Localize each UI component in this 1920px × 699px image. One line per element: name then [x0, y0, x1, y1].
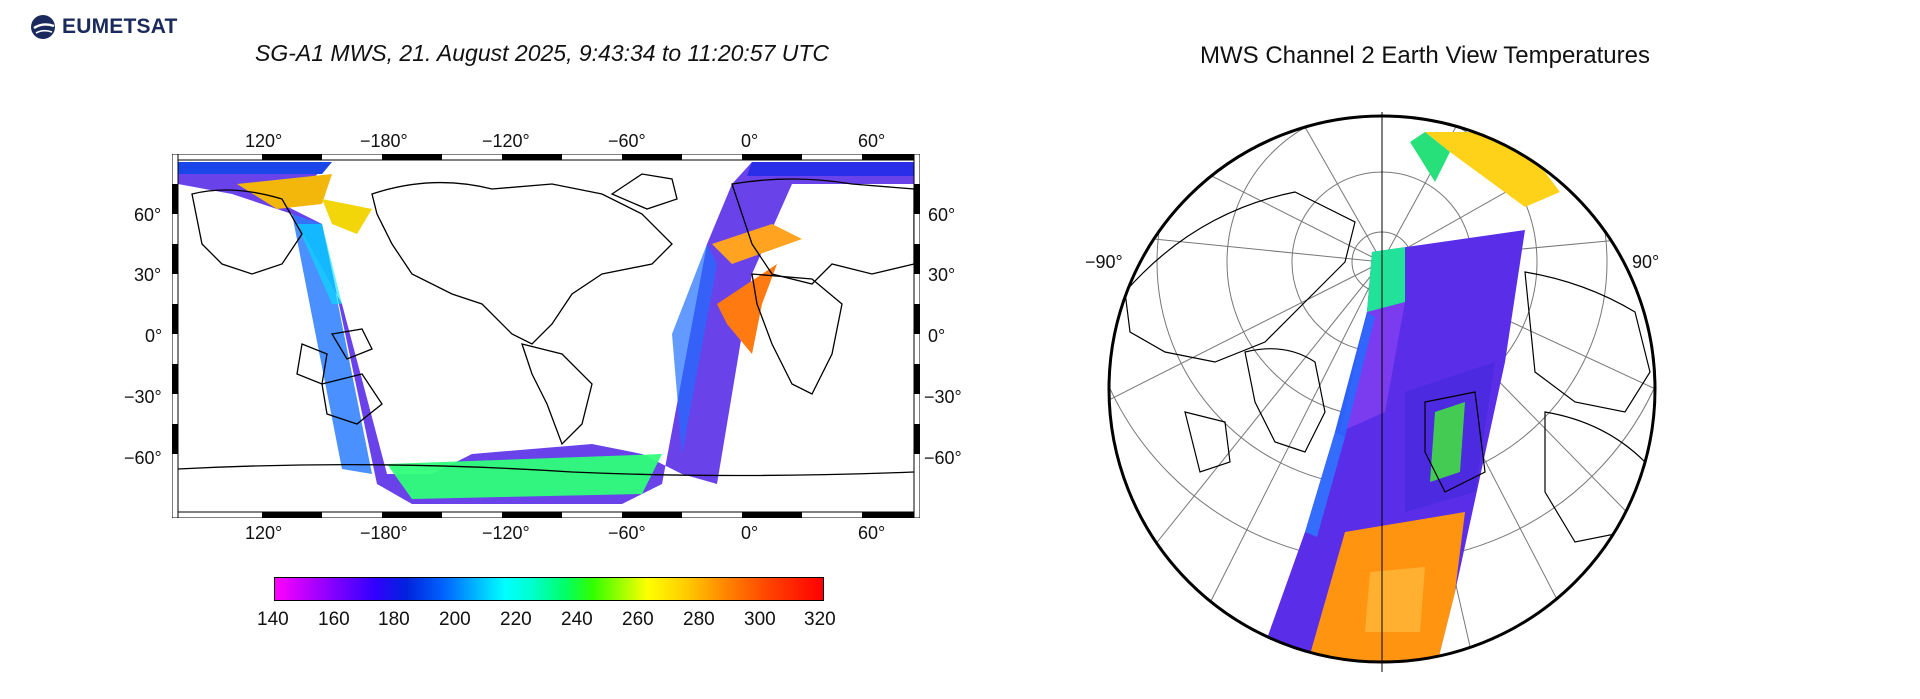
lon-tick-bottom: −60° [608, 523, 646, 543]
lat-tick-right: 30° [928, 265, 956, 285]
polar-swath [1255, 132, 1560, 662]
right-panel-title: MWS Channel 2 Earth View Temperatures [1200, 42, 1650, 69]
lon-tick-bottom: 0° [741, 523, 759, 543]
lat-tick-right: 60° [928, 205, 956, 225]
polar-map [1105, 110, 1665, 672]
lon-tick-bottom: 120° [245, 523, 283, 543]
lon-tick-bottom: −120° [482, 523, 530, 543]
colorbar-label: 300 [744, 609, 776, 630]
colorbar-label: 280 [683, 609, 715, 630]
colorbar-label: 320 [804, 609, 836, 630]
lat-tick-right: −30° [924, 387, 962, 407]
swath-group [178, 162, 914, 504]
left-panel-title: SG-A1 MWS, 21. August 2025, 9:43:34 to 1… [255, 40, 830, 66]
lat-tick-right: 0° [928, 326, 946, 346]
lat-tick-left: 0° [145, 326, 163, 346]
eumetsat-globe-icon [31, 15, 55, 39]
polar-coastlines [1124, 191, 1651, 543]
lat-tick-left: −30° [124, 387, 162, 407]
eumetsat-logo: EUMETSAT [30, 14, 178, 40]
lon-tick-top: −180° [360, 131, 408, 151]
lat-tick-right: −60° [924, 448, 962, 468]
lon-tick-top: 120° [245, 131, 283, 151]
lon-tick-top: −60° [608, 131, 646, 151]
lon-tick-top: 0° [741, 131, 759, 151]
lon-tick-top: −120° [482, 131, 530, 151]
colorbar-label: 200 [439, 609, 471, 630]
coastlines [177, 173, 915, 477]
polar-label-west: −90° [1085, 252, 1123, 272]
lat-tick-left: 30° [134, 265, 162, 285]
colorbar-label: 160 [318, 609, 350, 630]
lon-tick-top: 60° [858, 131, 886, 151]
polar-map-svg [1107, 110, 1657, 672]
map-border-ticks [172, 154, 920, 518]
world-map-svg [172, 154, 920, 518]
world-map [172, 154, 920, 518]
lat-tick-left: 60° [134, 205, 162, 225]
colorbar-label: 220 [500, 609, 532, 630]
lat-tick-left: −60° [124, 448, 162, 468]
polar-label-east: 90° [1632, 252, 1660, 272]
colorbar-label: 140 [257, 609, 289, 630]
colorbar-label: 180 [378, 609, 410, 630]
colorbar-label: 240 [561, 609, 593, 630]
colorbar-label: 260 [622, 609, 654, 630]
lon-tick-bottom: 60° [858, 523, 886, 543]
colorbar [274, 577, 824, 601]
logo-text: EUMETSAT [62, 15, 178, 38]
lon-tick-bottom: −180° [360, 523, 408, 543]
